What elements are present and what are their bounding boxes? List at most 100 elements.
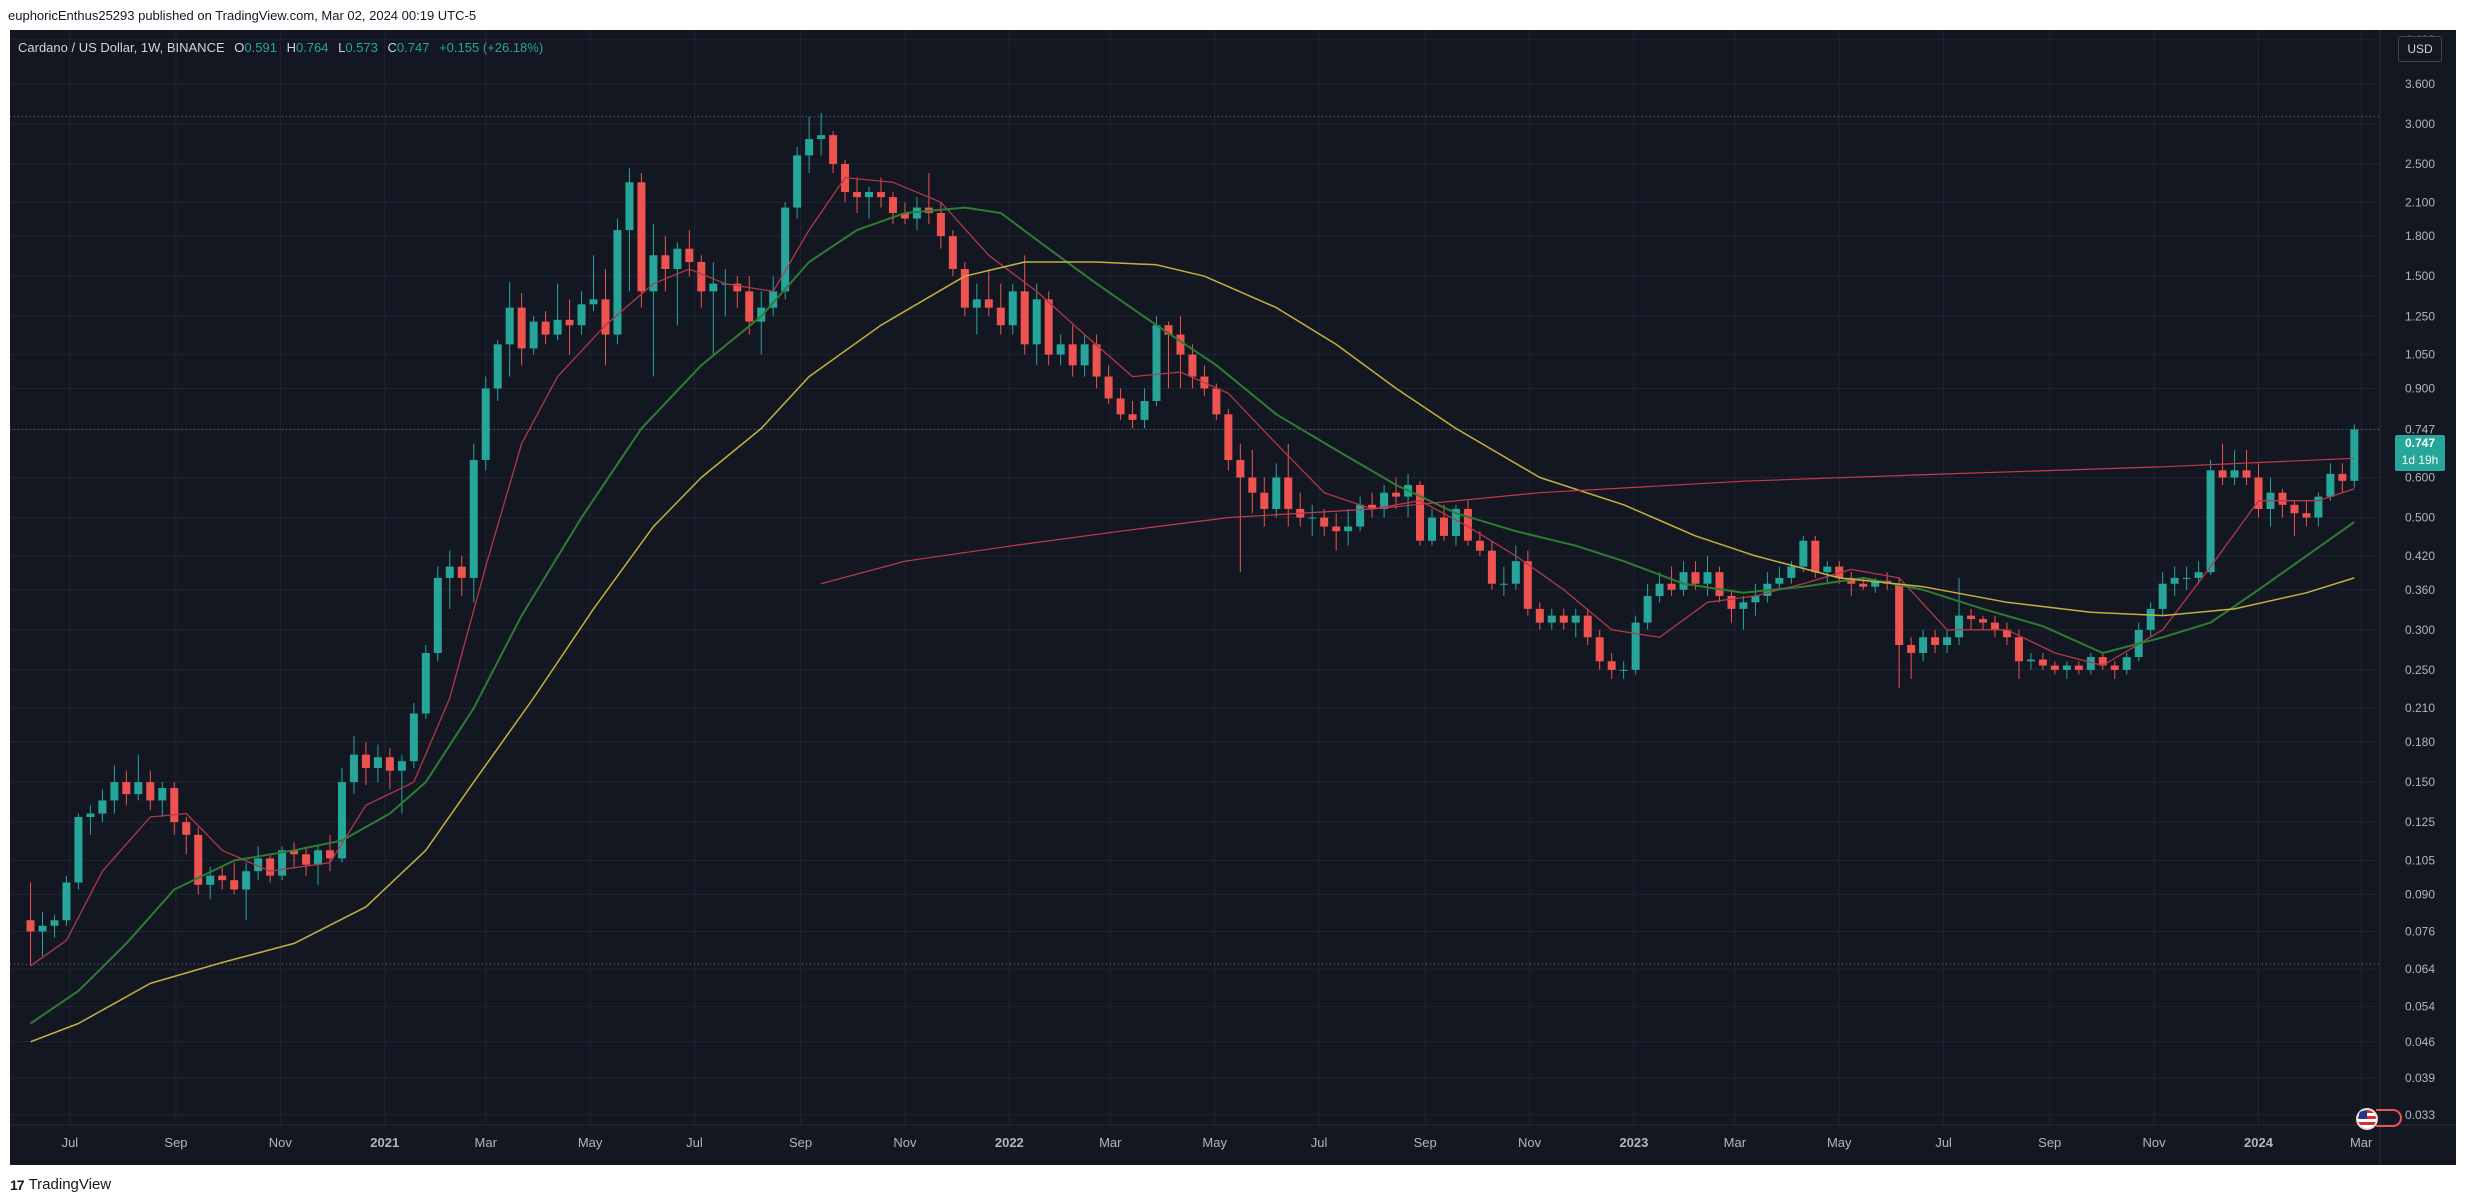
candle-body — [1979, 619, 1988, 623]
x-tick-label: Sep — [2038, 1135, 2061, 1150]
candle-body — [1140, 400, 1149, 420]
candle-body — [1176, 334, 1185, 355]
candle-body — [50, 920, 59, 926]
candle-body — [1056, 344, 1065, 355]
x-tick-label: Sep — [1414, 1135, 1437, 1150]
x-tick-label: May — [578, 1135, 603, 1150]
candle-body — [1715, 572, 1724, 596]
close-label: C — [387, 40, 397, 55]
candle-body — [302, 854, 311, 865]
candle-body — [2194, 572, 2203, 578]
candle-body — [984, 299, 993, 308]
candle-body — [589, 299, 598, 305]
candle-body — [805, 139, 814, 156]
candle-body — [1008, 291, 1017, 326]
candle-body — [433, 577, 442, 653]
candle-body — [829, 135, 838, 164]
candle-body — [2182, 577, 2191, 579]
candle-body — [2206, 470, 2215, 573]
candle-body — [1380, 492, 1389, 509]
candle-body — [1308, 517, 1317, 519]
low-label: L — [338, 40, 346, 55]
x-tick-label: Jul — [1311, 1135, 1328, 1150]
candle-body — [1727, 595, 1736, 609]
x-tick-label: Jul — [1935, 1135, 1952, 1150]
candle-body — [1595, 637, 1604, 662]
last-price-tag: 0.747 1d 19h — [2395, 435, 2445, 471]
brand-name: TradingView — [28, 1176, 112, 1193]
candle-body — [2146, 608, 2155, 630]
candle-body — [817, 135, 826, 140]
candle-body — [146, 782, 155, 801]
candle-body — [1631, 622, 1640, 670]
published-text: euphoricEnthus25293 published on Trading… — [8, 8, 477, 23]
candle-body — [26, 920, 35, 932]
candle-body — [601, 299, 610, 335]
candle-body — [1428, 517, 1436, 541]
us-flag-icon[interactable] — [2356, 1108, 2378, 1130]
candle-body — [2314, 496, 2323, 518]
published-header: euphoricEnthus25293 published on Trading… — [0, 0, 2466, 30]
candle-body — [661, 255, 670, 270]
candle-body — [1751, 595, 1760, 603]
candle-body — [2086, 657, 2095, 670]
candle-body — [98, 800, 107, 814]
tradingview-logo[interactable]: 17 TradingView — [10, 1176, 111, 1193]
candle-body — [1392, 492, 1401, 497]
x-tick-label: Nov — [2143, 1135, 2167, 1150]
candle-body — [337, 782, 346, 859]
y-tick-label: 0.210 — [2405, 701, 2435, 715]
candle-body — [2158, 583, 2167, 609]
candle-body — [781, 207, 790, 292]
x-tick-label: Nov — [269, 1135, 293, 1150]
candle-body — [1919, 637, 1928, 653]
y-tick-label: 0.033 — [2405, 1108, 2435, 1122]
currency-button[interactable]: USD — [2398, 36, 2442, 62]
candle-body — [625, 182, 634, 231]
symbol-legend: Cardano / US Dollar, 1W, BINANCE O0.591 … — [18, 40, 543, 55]
candle-body — [673, 248, 682, 270]
candle-body — [1236, 459, 1245, 478]
y-tick-label: 0.900 — [2405, 381, 2435, 395]
candle-body — [2350, 429, 2359, 481]
candle-body — [1272, 477, 1281, 509]
y-tick-label: 3.600 — [2405, 77, 2435, 91]
candle-body — [1871, 580, 1880, 587]
candle-body — [505, 307, 514, 345]
candle-body — [397, 761, 406, 771]
x-tick-label: Sep — [789, 1135, 812, 1150]
candle-body — [865, 192, 874, 198]
candle-body — [745, 291, 754, 322]
candle-body — [2278, 492, 2287, 505]
candle-body — [1451, 508, 1460, 536]
price-chart[interactable]: 0.033 0.039 0.046 0.054 0.064 0.076 0.090 0.105… — [10, 30, 2456, 1165]
candle-body — [349, 754, 358, 783]
chart-area[interactable]: 0.033 0.039 0.046 0.054 0.064 0.076 0.090 0.105… — [10, 30, 2456, 1165]
open-value: 0.591 — [244, 40, 277, 55]
candle-body — [1475, 540, 1484, 551]
candle-body — [445, 566, 454, 578]
candle-body — [170, 788, 179, 823]
indicator-line-2 — [29, 206, 2355, 1025]
candle-body — [122, 782, 131, 795]
candle-body — [86, 813, 95, 817]
x-tick-label: Jul — [686, 1135, 703, 1150]
candle-body — [2038, 659, 2047, 666]
high-value: 0.764 — [295, 40, 329, 55]
candle-body — [1811, 540, 1820, 573]
candle-body — [457, 566, 466, 578]
candle-body — [2290, 504, 2299, 514]
x-tick-label: Mar — [2350, 1135, 2373, 1150]
candle-body — [2026, 659, 2035, 662]
candle-body — [2230, 470, 2239, 478]
candle-body — [972, 299, 981, 308]
candle-body — [409, 713, 418, 762]
candle-body — [1559, 615, 1568, 623]
candle-body — [769, 291, 778, 308]
candle-body — [266, 858, 275, 876]
candle-body — [1128, 414, 1137, 420]
candle-body — [1344, 526, 1353, 532]
events-marker-icon[interactable] — [2376, 1109, 2402, 1127]
candle-body — [1020, 291, 1029, 345]
candle-body — [936, 212, 945, 237]
